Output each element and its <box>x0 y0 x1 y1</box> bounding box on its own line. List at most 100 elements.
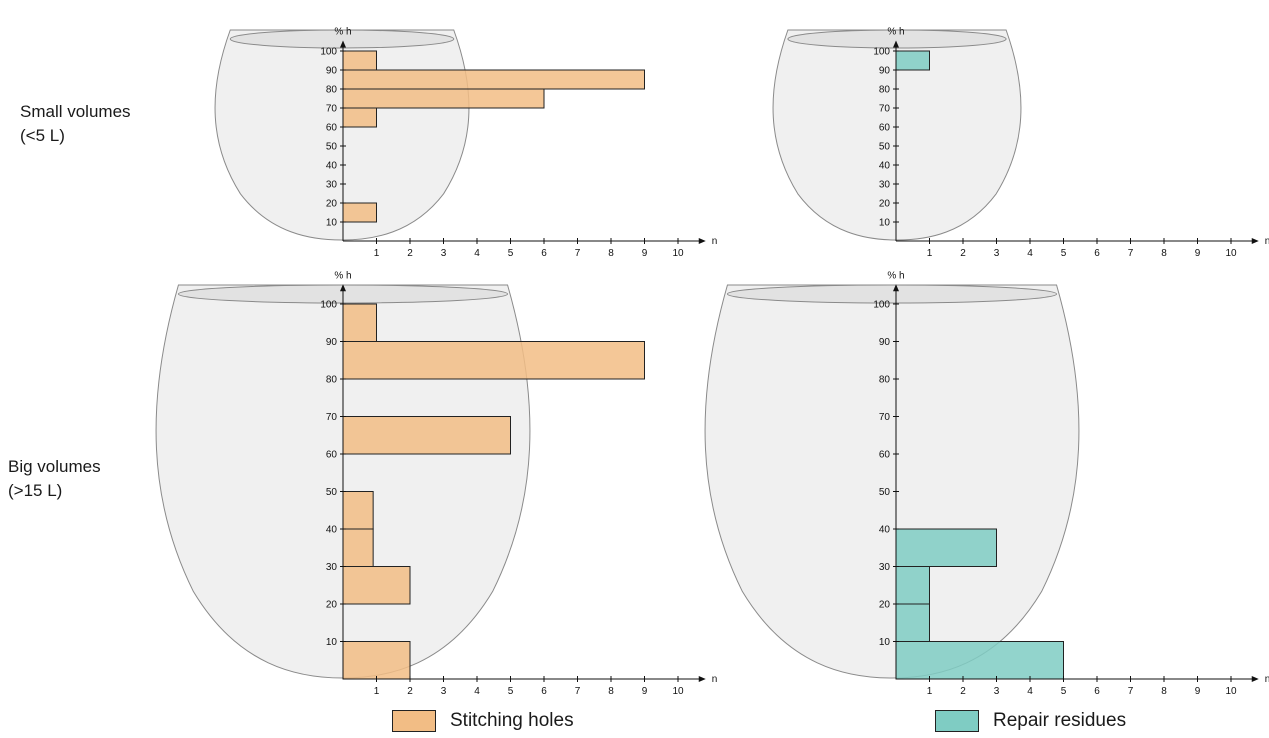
y-tick-label-3-8: 90 <box>879 337 891 348</box>
bar-2-4 <box>342 528 374 567</box>
bar-3-1 <box>895 566 930 605</box>
y-tick-label-2-5: 60 <box>326 450 338 461</box>
x-tick-label-2-6: 7 <box>575 686 581 697</box>
bar-3-3 <box>895 641 1064 680</box>
x-tick-label-2-4: 5 <box>508 686 514 697</box>
x-tick-label-3-5: 6 <box>1094 686 1100 697</box>
x-tick-label-1-5: 6 <box>1094 248 1100 259</box>
vase-rim-3 <box>726 284 1058 304</box>
x-axis-title-2: n <box>712 674 718 685</box>
x-tick-label-0-2: 3 <box>441 248 447 259</box>
y-tick-label-3-0: 10 <box>879 637 891 648</box>
row-label-small: Small volumes (<5 L) <box>20 100 131 148</box>
y-tick-label-1-4: 50 <box>879 142 891 153</box>
x-tick-label-3-1: 2 <box>960 686 966 697</box>
y-tick-label-0-3: 40 <box>326 161 338 172</box>
row-label-big-line2: (>15 L) <box>8 481 63 500</box>
x-tick-label-0-7: 8 <box>608 248 614 259</box>
y-tick-label-2-0: 10 <box>326 637 338 648</box>
bar-3-2 <box>895 603 930 642</box>
y-tick-label-2-8: 90 <box>326 337 338 348</box>
y-axis-title-2: % h <box>334 270 351 281</box>
y-tick-label-2-3: 40 <box>326 525 338 536</box>
bar-0-3 <box>342 107 377 128</box>
bar-2-2 <box>342 416 511 455</box>
x-tick-label-2-8: 9 <box>642 686 648 697</box>
x-tick-label-3-6: 7 <box>1128 686 1134 697</box>
x-tick-label-3-2: 3 <box>994 686 1000 697</box>
row-label-big: Big volumes (>15 L) <box>8 455 101 503</box>
x-tick-label-3-9: 10 <box>1225 686 1237 697</box>
x-axis-arrow-2 <box>698 676 706 682</box>
bar-0-4 <box>342 202 377 223</box>
row-label-big-line1: Big volumes <box>8 457 101 476</box>
legend-item-stitching: Stitching holes <box>392 710 574 732</box>
y-tick-label-0-5: 60 <box>326 123 338 134</box>
x-tick-label-1-7: 8 <box>1161 248 1167 259</box>
x-tick-label-0-1: 2 <box>407 248 413 259</box>
y-tick-label-0-2: 30 <box>326 180 338 191</box>
vase-body-3 <box>704 284 1080 679</box>
legend-swatch-repair <box>935 710 979 732</box>
bar-0-0 <box>342 50 377 71</box>
x-tick-label-0-9: 10 <box>672 248 684 259</box>
y-tick-label-0-0: 10 <box>326 218 338 229</box>
x-tick-label-0-6: 7 <box>575 248 581 259</box>
x-tick-label-1-9: 10 <box>1225 248 1237 259</box>
y-axis-arrow-3 <box>893 284 899 292</box>
y-tick-label-3-3: 40 <box>879 525 891 536</box>
y-axis-arrow-2 <box>340 284 346 292</box>
y-tick-label-3-5: 60 <box>879 450 891 461</box>
chart-panel-2: % h n 10 20 30 40 50 60 70 80 90 100 1 2 3 4 5 6 7 8 9 10 <box>155 270 718 697</box>
y-tick-label-1-3: 40 <box>879 161 891 172</box>
x-axis-title-0: n <box>712 236 718 247</box>
y-tick-label-0-9: 100 <box>320 47 337 58</box>
vase-body-1 <box>772 29 1022 241</box>
x-tick-label-3-4: 5 <box>1061 686 1067 697</box>
y-tick-label-3-2: 30 <box>879 562 891 573</box>
x-tick-label-1-3: 4 <box>1027 248 1033 259</box>
y-axis-arrow-1 <box>893 40 899 48</box>
x-tick-label-1-8: 9 <box>1195 248 1201 259</box>
bar-3-0 <box>895 528 997 567</box>
y-tick-label-2-4: 50 <box>326 487 338 498</box>
y-tick-label-1-7: 80 <box>879 85 891 96</box>
y-axis-title-3: % h <box>887 270 904 281</box>
y-tick-label-1-0: 10 <box>879 218 891 229</box>
x-tick-label-3-0: 1 <box>927 686 933 697</box>
y-tick-label-1-6: 70 <box>879 104 891 115</box>
x-axis-arrow-0 <box>698 238 706 244</box>
bar-1-0 <box>895 50 930 71</box>
x-tick-label-0-4: 5 <box>508 248 514 259</box>
legend-swatch-stitching <box>392 710 436 732</box>
y-tick-label-3-9: 100 <box>873 300 890 311</box>
y-tick-label-0-8: 90 <box>326 66 338 77</box>
x-tick-label-0-0: 1 <box>374 248 380 259</box>
y-axis-arrow-0 <box>340 40 346 48</box>
y-tick-label-1-5: 60 <box>879 123 891 134</box>
chart-panel-1: % h n 10 20 30 40 50 60 70 80 90 100 1 2 3 4 5 6 7 8 9 10 <box>772 27 1269 259</box>
x-tick-label-0-8: 9 <box>642 248 648 259</box>
bar-2-1 <box>342 341 645 380</box>
x-tick-label-2-3: 4 <box>474 686 480 697</box>
y-tick-label-0-7: 80 <box>326 85 338 96</box>
y-tick-label-2-9: 100 <box>320 300 337 311</box>
y-tick-label-0-6: 70 <box>326 104 338 115</box>
y-tick-label-2-7: 80 <box>326 375 338 386</box>
legend-item-repair: Repair residues <box>935 710 1126 732</box>
x-tick-label-2-5: 6 <box>541 686 547 697</box>
x-tick-label-3-3: 4 <box>1027 686 1033 697</box>
y-tick-label-2-2: 30 <box>326 562 338 573</box>
y-tick-label-2-1: 20 <box>326 600 338 611</box>
legend-label-stitching: Stitching holes <box>450 710 574 731</box>
x-tick-label-1-4: 5 <box>1061 248 1067 259</box>
x-axis-arrow-3 <box>1251 676 1259 682</box>
y-tick-label-3-1: 20 <box>879 600 891 611</box>
x-tick-label-2-9: 10 <box>672 686 684 697</box>
y-tick-label-0-1: 20 <box>326 199 338 210</box>
row-label-small-line1: Small volumes <box>20 102 131 121</box>
bar-0-2 <box>342 88 545 109</box>
y-axis-title-0: % h <box>334 27 351 38</box>
y-axis-title-1: % h <box>887 27 904 38</box>
y-tick-label-1-9: 100 <box>873 47 890 58</box>
